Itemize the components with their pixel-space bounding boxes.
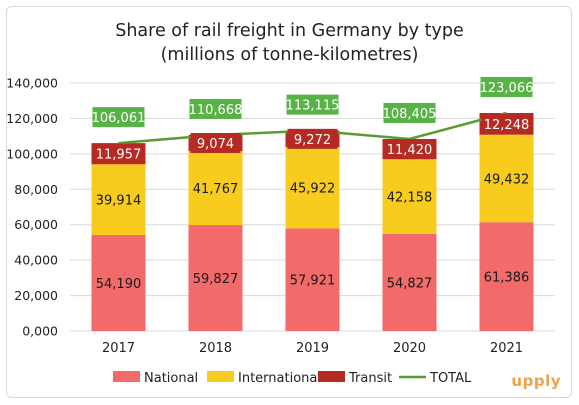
bar-international-2019 [285,147,340,229]
data-label-national: 61,386 [484,271,530,286]
legend-label-national: National [144,371,198,386]
legend-swatch-transit [318,371,345,382]
data-label-total: 108,405 [383,107,437,122]
data-label-transit: 11,957 [96,148,142,163]
legend-swatch-international [207,371,234,382]
data-label-total: 113,115 [286,99,340,114]
data-label-international: 39,914 [96,194,142,209]
transit-label-box [384,139,435,160]
data-label-national: 54,190 [96,277,142,292]
x-tick-label: 2021 [490,341,523,356]
data-label-national: 54,827 [387,276,433,291]
y-tick-label: 120,000 [6,111,58,126]
y-tick-label: 140,000 [6,76,58,91]
bar-national-2021 [479,222,534,331]
y-tick-label: 80,000 [14,182,58,197]
legend-swatch-national [113,371,140,382]
total-label-box [189,98,242,119]
chart-title-line2: (millions of tonne-kilometres) [160,45,419,65]
bar-international-2018 [188,151,243,226]
data-label-national: 57,921 [290,274,336,289]
legend-label-international: International [238,371,321,386]
y-tick-label: 20,000 [14,288,58,303]
data-label-transit: 9,272 [294,133,331,148]
data-label-international: 41,767 [193,182,239,197]
data-label-total: 106,061 [92,111,146,126]
bar-international-2017 [91,164,146,236]
transit-label-box [481,113,532,134]
y-tick-label: 0,000 [22,324,58,339]
data-label-total: 123,066 [480,81,534,96]
bar-national-2017 [91,235,146,331]
data-label-national: 59,827 [193,272,239,287]
bar-national-2019 [285,228,340,331]
bar-national-2020 [382,233,437,331]
x-tick-label: 2018 [199,341,232,356]
total-label-box [480,76,533,97]
data-label-international: 49,432 [484,172,530,187]
chart-title-line1: Share of rail freight in Germany by type [115,21,464,41]
y-tick-label: 40,000 [14,253,58,268]
data-label-total: 110,668 [189,103,243,118]
legend-label-total: TOTAL [429,371,472,386]
transit-label-box [93,143,144,164]
bar-international-2021 [479,134,534,223]
transit-label-box [190,132,241,153]
data-label-international: 45,922 [290,182,336,197]
y-tick-label: 100,000 [6,146,58,161]
y-tick-label: 60,000 [14,217,58,232]
data-label-transit: 11,420 [387,143,433,158]
data-label-transit: 12,248 [484,118,530,133]
x-tick-label: 2019 [296,341,329,356]
total-label-box [383,102,436,123]
bar-national-2018 [188,225,243,331]
data-label-transit: 9,074 [197,137,234,152]
legend-label-transit: Transit [348,371,392,386]
total-label-box [286,94,339,115]
x-tick-label: 2017 [102,341,135,356]
bar-international-2020 [382,159,437,234]
total-label-box [92,107,145,128]
data-label-international: 42,158 [387,191,433,206]
x-tick-label: 2020 [393,341,426,356]
brand-logo: upply [511,372,561,390]
transit-label-box [287,128,338,149]
